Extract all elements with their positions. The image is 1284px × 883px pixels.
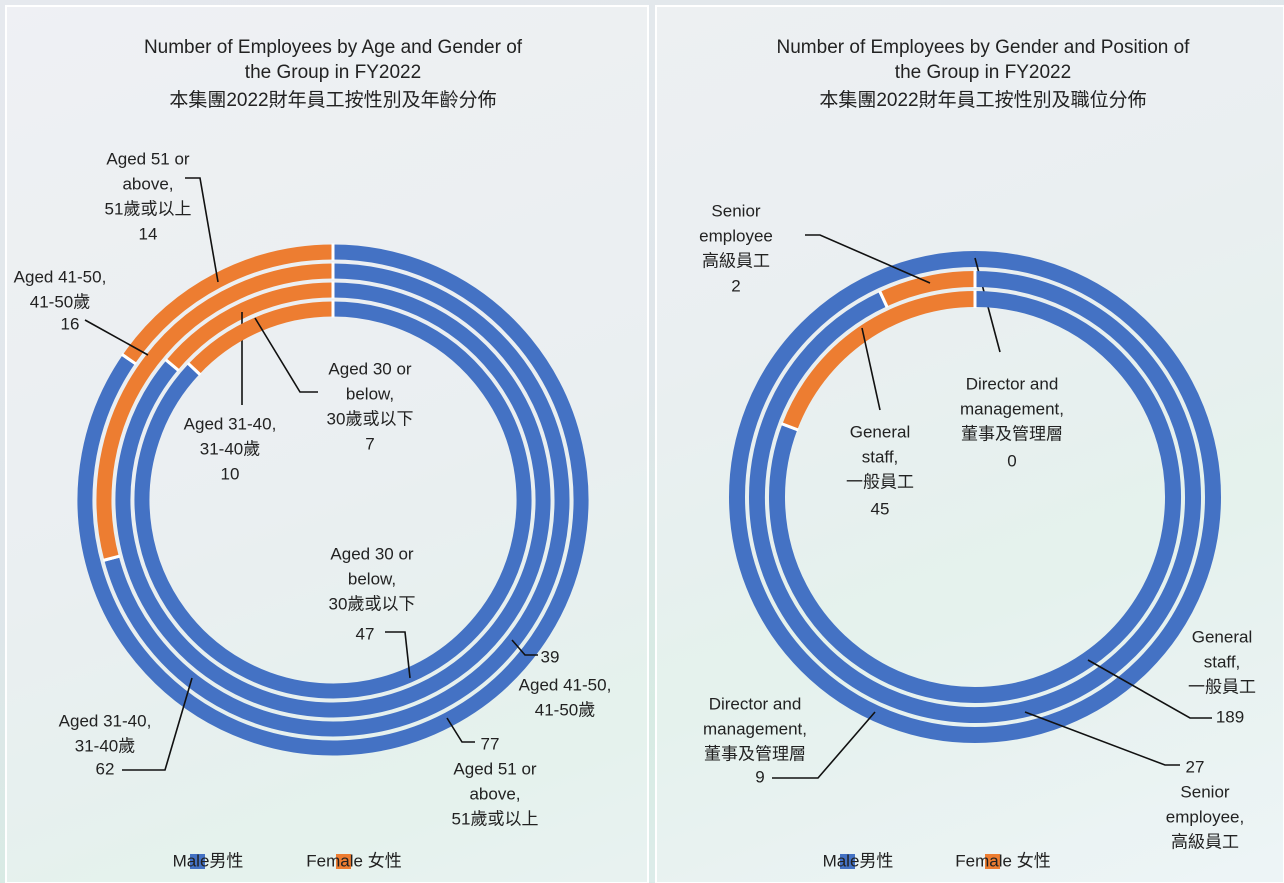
value-label: 16 <box>61 314 80 333</box>
segment-divider <box>102 554 121 562</box>
segment-label: 31-40歲 <box>200 439 260 458</box>
leader-line <box>122 677 193 771</box>
segment-divider <box>878 290 889 308</box>
segment-label: 一般員工 <box>846 472 914 491</box>
segment-label: staff, <box>1204 652 1241 671</box>
segment-divider <box>121 353 137 366</box>
segment-label: employee, <box>1166 807 1244 826</box>
value-label: 189 <box>1216 707 1244 726</box>
legend-label: Female 女性 <box>306 851 401 870</box>
leader-line <box>254 317 318 393</box>
segment-label: 41-50歲 <box>535 700 595 719</box>
segment-label: 30歲或以下 <box>329 594 416 613</box>
donut-segment <box>769 291 1181 703</box>
legend-swatch <box>985 854 1000 869</box>
segment-label: below, <box>348 569 396 588</box>
segment-label: 51歲或以上 <box>105 199 192 218</box>
segment-label: Aged 51 or <box>453 759 537 778</box>
legend-swatch <box>336 854 351 869</box>
segment-label: 31-40歲 <box>75 736 135 755</box>
donut-segment <box>188 301 334 375</box>
legend-swatch <box>190 854 205 869</box>
donut-segment <box>729 251 1221 744</box>
segment-label: 董事及管理層 <box>961 424 1063 443</box>
segment-divider <box>164 358 180 372</box>
chart-title: Number of Employees by Age and Gender of <box>144 37 523 58</box>
legend-label: Female 女性 <box>955 851 1050 870</box>
leader-line <box>772 711 876 779</box>
leader-line <box>511 639 538 656</box>
segment-label: Senior <box>1180 782 1229 801</box>
chart-title: Number of Employees by Gender and Positi… <box>777 37 1191 58</box>
donut-segment <box>749 271 1201 723</box>
segment-label: Aged 30 or <box>330 544 414 563</box>
segment-label: staff, <box>862 447 899 466</box>
legend-swatch <box>840 854 855 869</box>
segment-label: Aged 31-40, <box>184 414 277 433</box>
segment-label: above, <box>469 784 520 803</box>
value-label: 0 <box>1007 451 1016 470</box>
leader-line <box>805 234 931 284</box>
value-label: 62 <box>96 759 115 778</box>
chart-title: the Group in FY2022 <box>895 62 1071 83</box>
segment-label: 高級員工 <box>1171 832 1239 851</box>
leader-line <box>1024 711 1180 766</box>
segment-label: Aged 41-50, <box>519 675 612 694</box>
value-label: 27 <box>1186 757 1205 776</box>
value-label: 7 <box>365 434 374 453</box>
segment-label: Senior <box>711 201 760 220</box>
segment-label: 30歲或以下 <box>327 409 414 428</box>
segment-label: General <box>850 422 910 441</box>
chart-title: the Group in FY2022 <box>245 62 421 83</box>
segment-label: Aged 51 or <box>106 149 190 168</box>
leader-line <box>185 177 219 283</box>
segment-label: Director and <box>709 694 802 713</box>
chart-title: 本集團2022財年員工按性別及職位分佈 <box>819 89 1146 111</box>
segment-label: management, <box>960 399 1064 418</box>
segment-label: 董事及管理層 <box>704 744 806 763</box>
leader-line <box>861 327 881 411</box>
segment-label: 一般員工 <box>1188 677 1256 696</box>
value-label: 45 <box>871 499 890 518</box>
donut-segment <box>115 282 551 718</box>
leader-line <box>385 631 411 679</box>
donut-segment <box>134 301 532 699</box>
leader-line <box>446 717 475 743</box>
donut-segment <box>880 271 976 307</box>
segment-label: Aged 30 or <box>328 359 412 378</box>
segment-label: Aged 31-40, <box>59 711 152 730</box>
value-label: 47 <box>356 624 375 643</box>
leader-line <box>84 319 149 356</box>
segment-divider <box>186 362 202 376</box>
value-label: 77 <box>481 734 500 753</box>
segment-divider <box>780 422 799 432</box>
leader-line <box>1087 659 1212 719</box>
legend-label: Male男性 <box>173 851 244 870</box>
value-label: 39 <box>541 647 560 666</box>
segment-label: employee <box>699 226 773 245</box>
segment-label: above, <box>122 174 173 193</box>
segment-label: management, <box>703 719 807 738</box>
segment-label: Director and <box>966 374 1059 393</box>
value-label: 10 <box>221 464 240 483</box>
value-label: 9 <box>755 767 764 786</box>
segment-label: General <box>1192 627 1252 646</box>
value-label: 2 <box>731 276 740 295</box>
segment-label: below, <box>346 384 394 403</box>
donut-segment <box>96 263 334 561</box>
segment-label: 41-50歲 <box>30 292 90 311</box>
donut-segment <box>166 282 334 370</box>
legend-label: Male男性 <box>823 851 894 870</box>
donut-segment <box>104 263 570 737</box>
segment-label: 高級員工 <box>702 251 770 270</box>
segment-label: Aged 41-50, <box>14 267 107 286</box>
chart-title: 本集團2022財年員工按性別及年齡分佈 <box>169 89 496 111</box>
value-label: 14 <box>139 224 158 243</box>
segment-label: 51歲或以上 <box>452 809 539 828</box>
